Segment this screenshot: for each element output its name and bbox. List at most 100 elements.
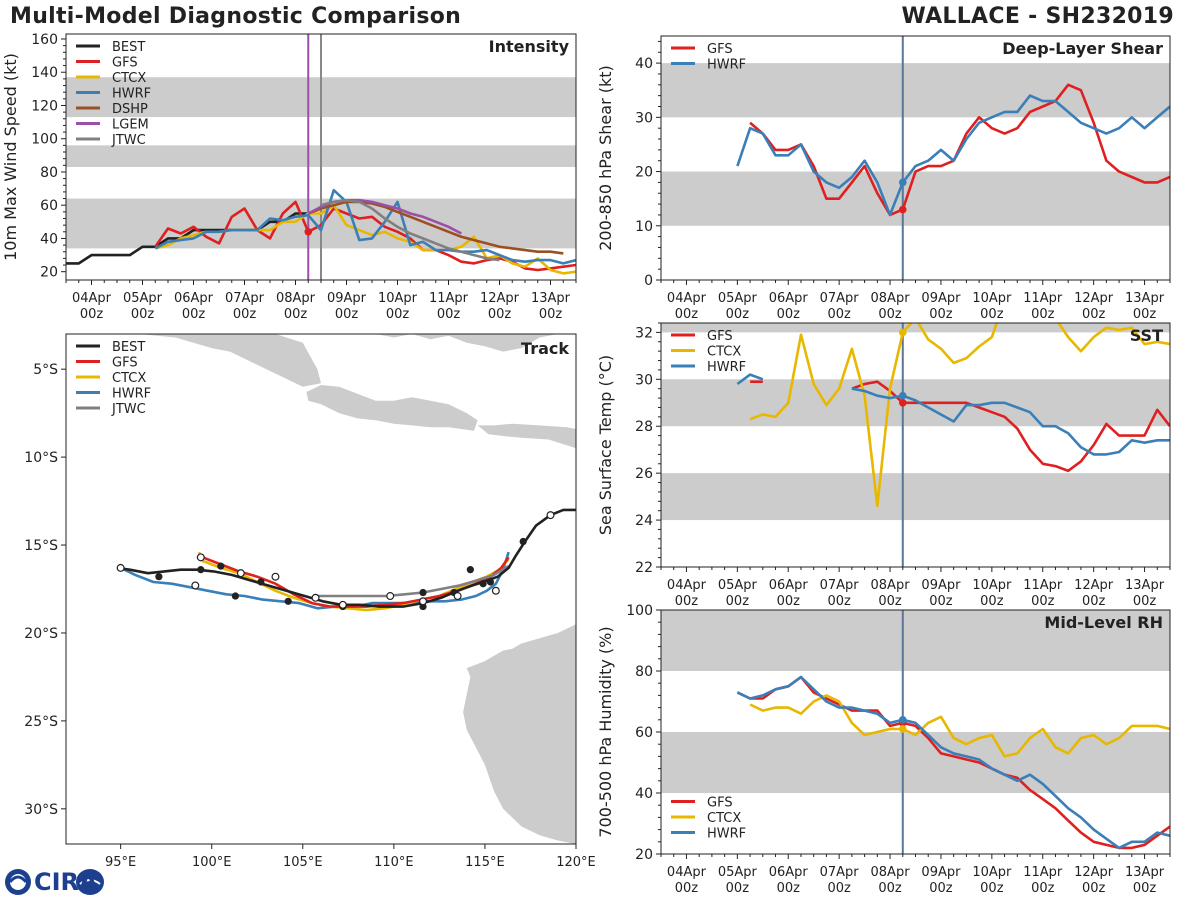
x-tick-label: 11Apr	[1023, 578, 1063, 593]
shaded-band	[661, 473, 1170, 521]
legend-label: HWRF	[112, 387, 151, 402]
track-point-filled	[197, 566, 205, 574]
x-tick-label: 00z	[80, 307, 104, 322]
legend-label: HWRF	[112, 87, 151, 102]
legend-label: GFS	[707, 42, 733, 57]
legend-label: JTWC	[111, 133, 146, 148]
track-point-filled	[284, 597, 292, 605]
track-point-open	[386, 592, 395, 601]
track-point-open	[338, 600, 347, 609]
x-tick-label: 105°E	[283, 855, 323, 870]
x-tick-label: 11Apr	[1023, 291, 1063, 306]
legend-label: CTCX	[707, 811, 741, 826]
x-tick-label: 09Apr	[921, 578, 961, 593]
landmass-java	[306, 385, 478, 431]
x-tick-label: 06Apr	[769, 578, 809, 593]
x-tick-label: 13Apr	[1125, 865, 1165, 880]
x-tick-label: 06Apr	[769, 291, 809, 306]
track-point-filled	[217, 562, 225, 570]
series-line-hwrf	[736, 675, 1170, 850]
x-tick-label: 00z	[980, 881, 1004, 896]
y-tick-label: 100	[626, 603, 653, 619]
x-tick-label: 00z	[675, 307, 699, 322]
x-tick-label: 05Apr	[123, 291, 163, 306]
track-point-open	[196, 553, 205, 562]
landmass-sumatra	[66, 334, 321, 387]
x-tick-label: 00z	[437, 307, 461, 322]
x-tick-label: 07Apr	[820, 578, 860, 593]
chart-sst: 04Apr00z05Apr00z06Apr00z07Apr00z08Apr00z…	[596, 322, 1171, 609]
x-tick-label: 00z	[827, 307, 851, 322]
x-tick-label: 00z	[827, 881, 851, 896]
plot-area	[661, 610, 1170, 854]
x-tick-label: 00z	[1133, 307, 1157, 322]
series-point-hwrf	[898, 178, 907, 187]
x-tick-label: 00z	[777, 307, 801, 322]
series-line-gfs	[307, 207, 576, 272]
x-tick-label: 13Apr	[1125, 291, 1165, 306]
x-tick-label: 13Apr	[531, 291, 571, 306]
shaded-band	[661, 171, 1170, 226]
y-tick-label: 0	[644, 273, 653, 289]
x-tick-label: 10Apr	[972, 865, 1012, 880]
x-tick-label: 00z	[488, 307, 512, 322]
legend-label: CTCX	[707, 345, 741, 360]
track-line-jtwc	[313, 564, 510, 598]
x-tick-label: 00z	[726, 307, 750, 322]
x-tick-label: 95°E	[105, 855, 136, 870]
y-axis-label: 700-500 hPa Humidity (%)	[596, 626, 615, 837]
y-tick-label: 60	[635, 725, 653, 741]
legend-label: GFS	[112, 356, 138, 371]
x-tick-label: 00z	[878, 594, 902, 609]
plot-area	[66, 34, 576, 280]
series-line-ctcx	[749, 694, 1170, 758]
x-tick-label: 12Apr	[1074, 291, 1114, 306]
y-tick-label: 160	[31, 32, 58, 48]
x-tick-label: 00z	[1133, 594, 1157, 609]
y-tick-label: 10°S	[24, 450, 58, 466]
cira-logo-text: CIRA	[34, 868, 98, 896]
x-tick-label: 00z	[878, 307, 902, 322]
chart-title: Deep-Layer Shear	[1002, 39, 1163, 58]
track-point-filled	[419, 588, 427, 597]
legend-label: HWRF	[707, 827, 746, 842]
y-tick-label: 15°S	[24, 538, 58, 554]
x-tick-label: 00z	[1082, 594, 1106, 609]
y-tick-label: 24	[635, 513, 653, 529]
x-tick-label: 06Apr	[769, 865, 809, 880]
x-tick-label: 00z	[777, 594, 801, 609]
chart-intensity: 04Apr00z05Apr00z06Apr00z07Apr00z08Apr00z…	[1, 32, 577, 322]
x-tick-label: 12Apr	[1074, 865, 1114, 880]
chart-track: 95°E 100°E 105°E 110°E 115°E 120°E 5°S 10°S 15°S…	[24, 333, 596, 870]
x-tick-label: 06Apr	[174, 291, 214, 306]
x-tick-label: 100°E	[192, 855, 232, 870]
x-tick-label: 04Apr	[667, 578, 707, 593]
track-point-filled	[466, 566, 474, 574]
y-tick-label: 22	[635, 560, 653, 576]
x-tick-label: 00z	[386, 307, 410, 322]
series-line-hwrf	[736, 94, 1170, 217]
track-point-filled	[257, 578, 265, 586]
chart-title: SST	[1130, 326, 1163, 345]
series-point-gfs	[898, 205, 907, 214]
y-tick-label: 30	[635, 372, 653, 388]
track-point-open	[271, 572, 280, 581]
shaded-band	[661, 610, 1170, 671]
chart-rh: 04Apr00z05Apr00z06Apr00z07Apr00z08Apr00z…	[596, 603, 1171, 896]
track-point-filled	[519, 537, 527, 546]
chart-title: Mid-Level RH	[1044, 613, 1163, 632]
landmass-bali-nusa	[477, 423, 576, 449]
series-point-gfs	[898, 398, 907, 407]
x-tick-label: 00z	[1031, 307, 1055, 322]
legend-label: CTCX	[112, 371, 146, 386]
x-tick-label: 08Apr	[871, 578, 911, 593]
y-tick-label: 20°S	[24, 626, 58, 642]
track-point-filled	[486, 578, 494, 586]
x-tick-label: 00z	[182, 307, 206, 322]
x-tick-label: 00z	[1031, 881, 1055, 896]
plot-area	[66, 334, 576, 844]
cira-logo: CIRA	[4, 866, 106, 898]
x-tick-label: 00z	[675, 594, 699, 609]
x-tick-label: 08Apr	[871, 291, 911, 306]
plot-frame	[65, 333, 577, 845]
